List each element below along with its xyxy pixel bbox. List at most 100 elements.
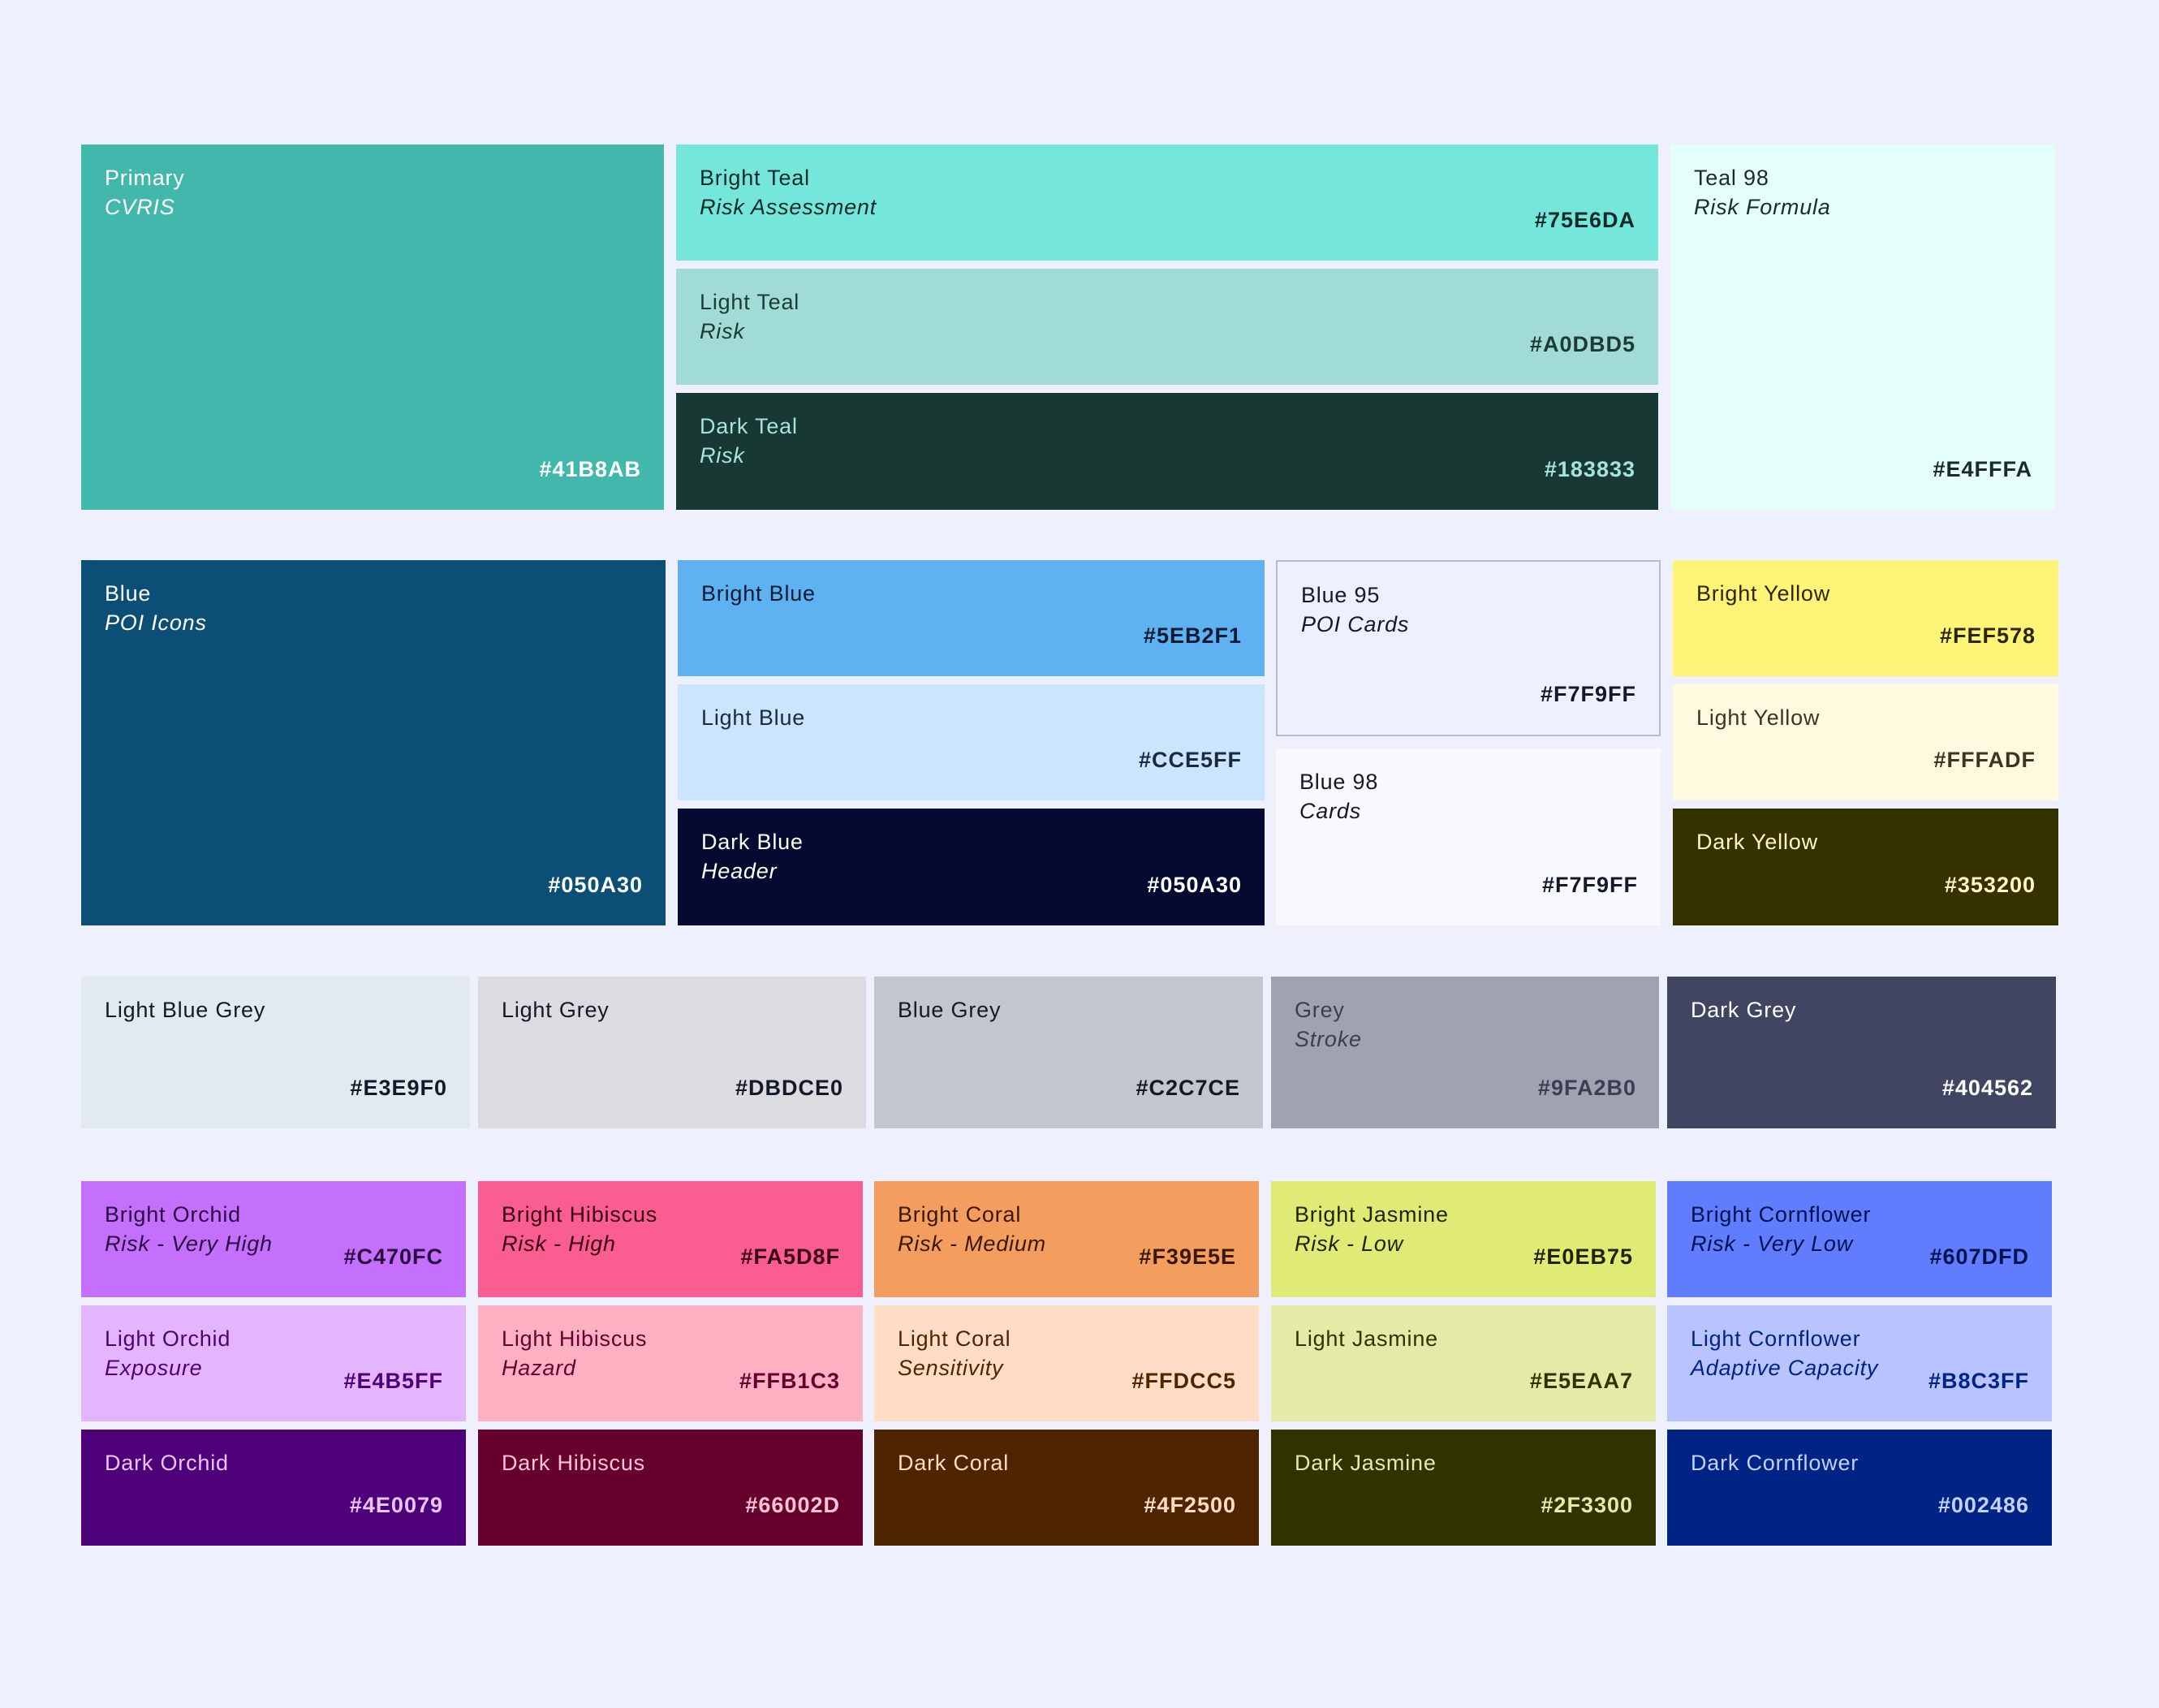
swatch-name: Bright Blue — [701, 581, 816, 606]
swatch-light-cornflower: Light Cornflower Adaptive Capacity #B8C3… — [1667, 1305, 2052, 1421]
swatch-dark-jasmine: Dark Jasmine #2F3300 — [1271, 1430, 1656, 1546]
swatch-hex: #5EB2F1 — [1143, 623, 1242, 648]
swatch-light-blue-grey: Light Blue Grey #E3E9F0 — [81, 977, 470, 1128]
swatch-name: Light Orchid — [105, 1326, 231, 1351]
swatch-hex: #2F3300 — [1541, 1493, 1633, 1517]
swatch-name: Light Hibiscus — [502, 1326, 648, 1351]
swatch-name: Dark Jasmine — [1295, 1451, 1437, 1475]
swatch-hex: #CCE5FF — [1138, 748, 1242, 772]
swatch-hex: #66002D — [745, 1493, 840, 1517]
swatch-name: Light Cornflower — [1691, 1326, 1861, 1351]
swatch-usage: POI Icons — [105, 610, 207, 635]
swatch-dark-blue: Dark Blue Header #050A30 — [678, 809, 1265, 925]
swatch-name: Dark Blue — [701, 830, 804, 854]
swatch-light-blue: Light Blue #CCE5FF — [678, 684, 1265, 800]
swatch-name: Light Yellow — [1696, 705, 1821, 730]
swatch-name: Bright Yellow — [1696, 581, 1831, 606]
swatch-dark-coral: Dark Coral #4F2500 — [874, 1430, 1259, 1546]
swatch-name: Bright Teal — [700, 166, 810, 190]
swatch-name: Dark Grey — [1691, 998, 1797, 1022]
swatch-bright-jasmine: Bright Jasmine Risk - Low #E0EB75 — [1271, 1181, 1656, 1297]
swatch-grey: Grey Stroke #9FA2B0 — [1271, 977, 1659, 1128]
swatch-dark-teal: Dark Teal Risk #183833 — [676, 393, 1658, 510]
swatch-name: Dark Yellow — [1696, 830, 1818, 854]
swatch-usage: Exposure — [105, 1356, 203, 1380]
swatch-light-jasmine: Light Jasmine #E5EAA7 — [1271, 1305, 1656, 1421]
swatch-hex: #F7F9FF — [1541, 873, 1638, 897]
swatch-bright-hibiscus: Bright Hibiscus Risk - High #FA5D8F — [478, 1181, 863, 1297]
swatch-hex: #183833 — [1544, 457, 1635, 481]
swatch-name: Bright Cornflower — [1691, 1202, 1872, 1227]
swatch-name: Blue 95 — [1301, 583, 1381, 607]
swatch-hex: #9FA2B0 — [1537, 1076, 1636, 1100]
swatch-hex: #E5EAA7 — [1529, 1369, 1633, 1393]
swatch-blue-95: Blue 95 POI Cards #F7F9FF — [1276, 560, 1661, 736]
swatch-name: Light Jasmine — [1295, 1326, 1438, 1351]
swatch-name: Bright Orchid — [105, 1202, 241, 1227]
swatch-light-grey: Light Grey #DBDCE0 — [478, 977, 866, 1128]
swatch-usage: Hazard — [502, 1356, 576, 1380]
swatch-name: Bright Coral — [898, 1202, 1022, 1227]
swatch-name: Light Blue Grey — [105, 998, 266, 1022]
swatch-usage: Risk — [700, 443, 745, 468]
swatch-hex: #FEF578 — [1939, 623, 2036, 648]
swatch-hex: #DBDCE0 — [735, 1076, 843, 1100]
swatch-hex: #C2C7CE — [1136, 1076, 1240, 1100]
swatch-hex: #050A30 — [548, 873, 643, 897]
swatch-hex: #002486 — [1937, 1493, 2029, 1517]
swatch-teal-98: Teal 98 Risk Formula #E4FFFA — [1670, 144, 2055, 510]
swatch-light-orchid: Light Orchid Exposure #E4B5FF — [81, 1305, 466, 1421]
swatch-hex: #404562 — [1941, 1076, 2033, 1100]
swatch-usage: Risk - High — [502, 1231, 616, 1256]
swatch-bright-cornflower: Bright Cornflower Risk - Very Low #607DF… — [1667, 1181, 2052, 1297]
swatch-usage: Adaptive Capacity — [1691, 1356, 1879, 1380]
swatch-usage: Risk Assessment — [700, 195, 877, 219]
swatch-usage: Header — [701, 859, 778, 883]
swatch-hex: #FFB1C3 — [739, 1369, 840, 1393]
swatch-name: Dark Coral — [898, 1451, 1010, 1475]
swatch-usage: Risk - Very Low — [1691, 1231, 1854, 1256]
swatch-dark-yellow: Dark Yellow #353200 — [1673, 809, 2058, 925]
swatch-primary: Primary CVRIS #41B8AB — [81, 144, 664, 510]
swatch-hex: #75E6DA — [1534, 208, 1635, 232]
swatch-name: Bright Jasmine — [1295, 1202, 1449, 1227]
swatch-name: Light Coral — [898, 1326, 1011, 1351]
swatch-usage: Risk - Low — [1295, 1231, 1404, 1256]
swatch-name: Light Grey — [502, 998, 610, 1022]
swatch-hex: #E4B5FF — [343, 1369, 443, 1393]
swatch-hex: #E4FFFA — [1933, 457, 2032, 481]
swatch-usage: Risk Formula — [1694, 195, 1831, 219]
swatch-usage: Risk - Medium — [898, 1231, 1046, 1256]
swatch-bright-orchid: Bright Orchid Risk - Very High #C470FC — [81, 1181, 466, 1297]
swatch-dark-orchid: Dark Orchid #4E0079 — [81, 1430, 466, 1546]
swatch-hex: #F7F9FF — [1540, 682, 1636, 706]
swatch-light-yellow: Light Yellow #FFFADF — [1673, 684, 2058, 800]
swatch-dark-grey: Dark Grey #404562 — [1667, 977, 2056, 1128]
swatch-hex: #C470FC — [343, 1244, 443, 1269]
swatch-blue: Blue POI Icons #050A30 — [81, 560, 666, 925]
swatch-usage: Cards — [1299, 799, 1362, 823]
swatch-hex: #4E0079 — [349, 1493, 443, 1517]
swatch-hex: #607DFD — [1929, 1244, 2029, 1269]
swatch-hex: #FA5D8F — [740, 1244, 840, 1269]
swatch-blue-grey: Blue Grey #C2C7CE — [874, 977, 1263, 1128]
swatch-bright-coral: Bright Coral Risk - Medium #F39E5E — [874, 1181, 1259, 1297]
swatch-usage: Risk — [700, 319, 745, 343]
swatch-name: Primary — [105, 166, 185, 190]
swatch-name: Grey — [1295, 998, 1345, 1022]
swatch-usage: Risk - Very High — [105, 1231, 273, 1256]
swatch-name: Dark Hibiscus — [502, 1451, 645, 1475]
swatch-name: Light Blue — [701, 705, 806, 730]
swatch-usage: Stroke — [1295, 1027, 1362, 1051]
swatch-dark-hibiscus: Dark Hibiscus #66002D — [478, 1430, 863, 1546]
swatch-bright-yellow: Bright Yellow #FEF578 — [1673, 560, 2058, 676]
swatch-name: Light Teal — [700, 290, 800, 314]
swatch-hex: #E3E9F0 — [350, 1076, 447, 1100]
swatch-name: Bright Hibiscus — [502, 1202, 658, 1227]
swatch-blue-98: Blue 98 Cards #F7F9FF — [1276, 748, 1661, 925]
swatch-hex: #B8C3FF — [1928, 1369, 2029, 1393]
swatch-hex: #41B8AB — [539, 457, 641, 481]
swatch-bright-blue: Bright Blue #5EB2F1 — [678, 560, 1265, 676]
swatch-light-coral: Light Coral Sensitivity #FFDCC5 — [874, 1305, 1259, 1421]
swatch-name: Blue 98 — [1299, 770, 1379, 794]
